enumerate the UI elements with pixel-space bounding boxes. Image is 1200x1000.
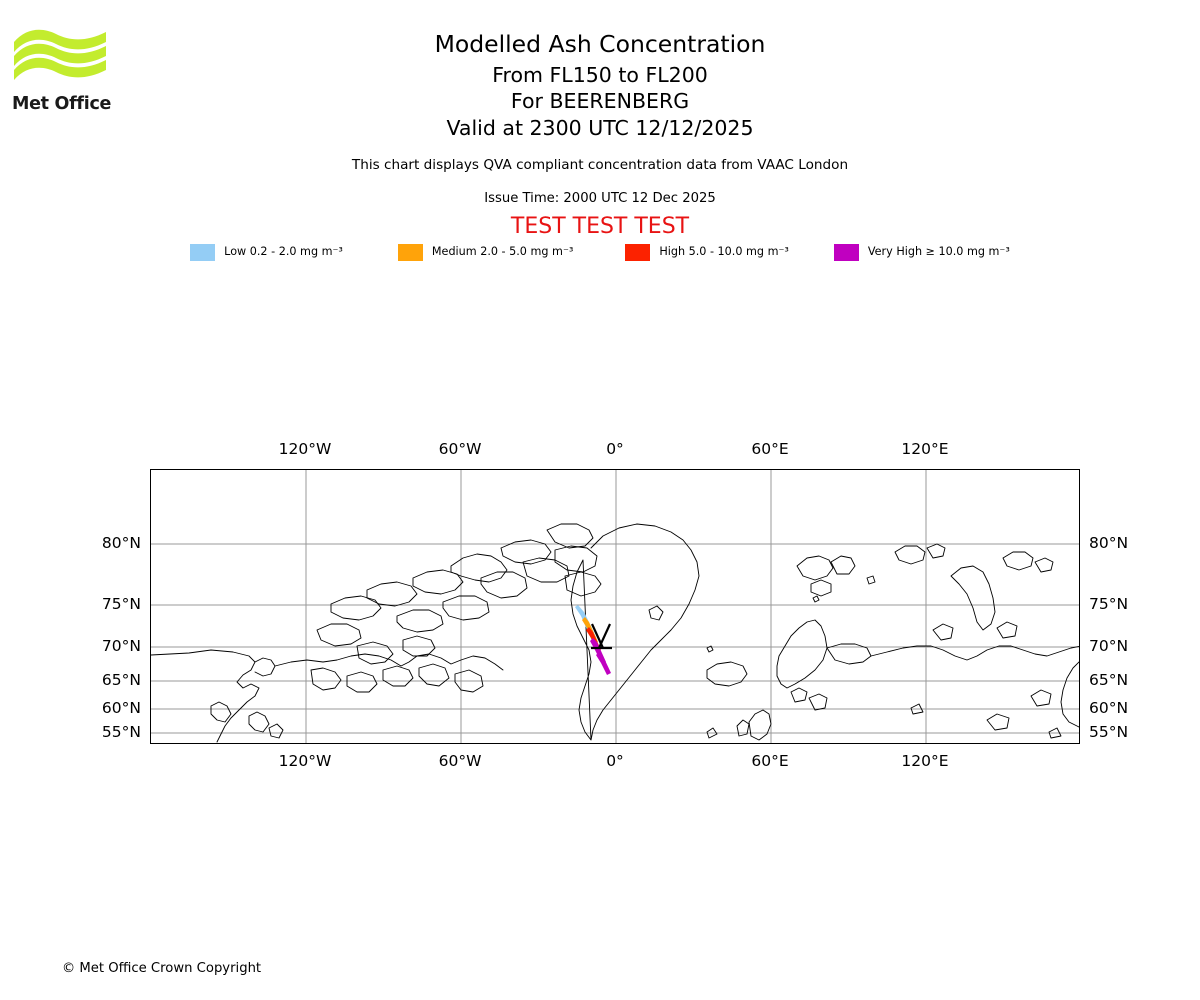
legend-swatch-very-high [833,243,859,261]
volcano-symbol [591,623,612,650]
lon-tick-top-120e: 120°E [901,440,949,458]
legend-label-high: High 5.0 - 10.0 mg m⁻³ [659,245,789,259]
ash-concentration-map: 120°W 60°W 0° 60°E 120°E 120°W 60°W 0° 6… [102,440,1128,770]
lat-tick-left-55n: 55°N [101,723,141,741]
flight-level-subtitle: From FL150 to FL200 [492,63,708,87]
issue-time: Issue Time: 2000 UTC 12 Dec 2025 [484,191,716,206]
map-canvas [151,470,1079,743]
legend-item-low: Low 0.2 - 2.0 mg m⁻³ [190,243,343,261]
lat-tick-left-75n: 75°N [101,595,141,613]
ash-plume [575,605,611,675]
lon-tick-top-60w: 60°W [438,440,482,458]
copyright-notice: © Met Office Crown Copyright [62,961,262,976]
lon-tick-bottom-0: 0° [606,752,624,770]
lon-tick-bottom-120e: 120°E [901,752,949,770]
lat-tick-right-55n: 55°N [1089,723,1129,741]
lon-tick-bottom-60w: 60°W [438,752,482,770]
volcano-subtitle: For BEERENBERG [510,89,690,113]
lat-tick-right-60n: 60°N [1089,699,1129,717]
lon-tick-top-120w: 120°W [278,440,332,458]
concentration-legend: Low 0.2 - 2.0 mg m⁻³ Medium 2.0 - 5.0 mg… [0,243,1200,261]
lat-tick-right-80n: 80°N [1089,534,1129,552]
lat-tick-left-70n: 70°N [101,637,141,655]
coastlines [151,523,1079,743]
lat-tick-right-65n: 65°N [1089,671,1129,689]
lon-tick-bottom-60e: 60°E [751,752,789,770]
qva-note: This chart displays QVA compliant concen… [351,157,849,173]
legend-item-medium: Medium 2.0 - 5.0 mg m⁻³ [397,243,574,261]
legend-item-very-high: Very High ≥ 10.0 mg m⁻³ [833,243,1010,261]
lat-tick-left-65n: 65°N [101,671,141,689]
met-office-wordmark: Met Office [12,94,112,114]
met-office-wave-mark [14,29,106,80]
legend-label-low: Low 0.2 - 2.0 mg m⁻³ [224,245,343,259]
valid-time-subtitle: Valid at 2300 UTC 12/12/2025 [446,116,754,140]
met-office-logo: Met Office [12,26,122,116]
lon-tick-bottom-120w: 120°W [278,752,332,770]
legend-label-very-high: Very High ≥ 10.0 mg m⁻³ [867,245,1010,259]
test-banner: TEST TEST TEST [510,214,690,239]
lon-tick-top-60e: 60°E [751,440,789,458]
legend-swatch-low [190,243,216,261]
page-title: Modelled Ash Concentration [434,30,766,58]
lat-tick-right-70n: 70°N [1089,637,1129,655]
lat-tick-left-60n: 60°N [101,699,141,717]
legend-swatch-medium [397,243,423,261]
lon-tick-top-0: 0° [606,440,624,458]
legend-label-medium: Medium 2.0 - 5.0 mg m⁻³ [431,245,574,259]
lat-tick-left-80n: 80°N [101,534,141,552]
map-gridlines [151,470,1079,743]
map-frame [150,469,1080,744]
legend-item-high: High 5.0 - 10.0 mg m⁻³ [625,243,789,261]
legend-swatch-high [625,243,651,261]
lat-tick-right-75n: 75°N [1089,595,1129,613]
